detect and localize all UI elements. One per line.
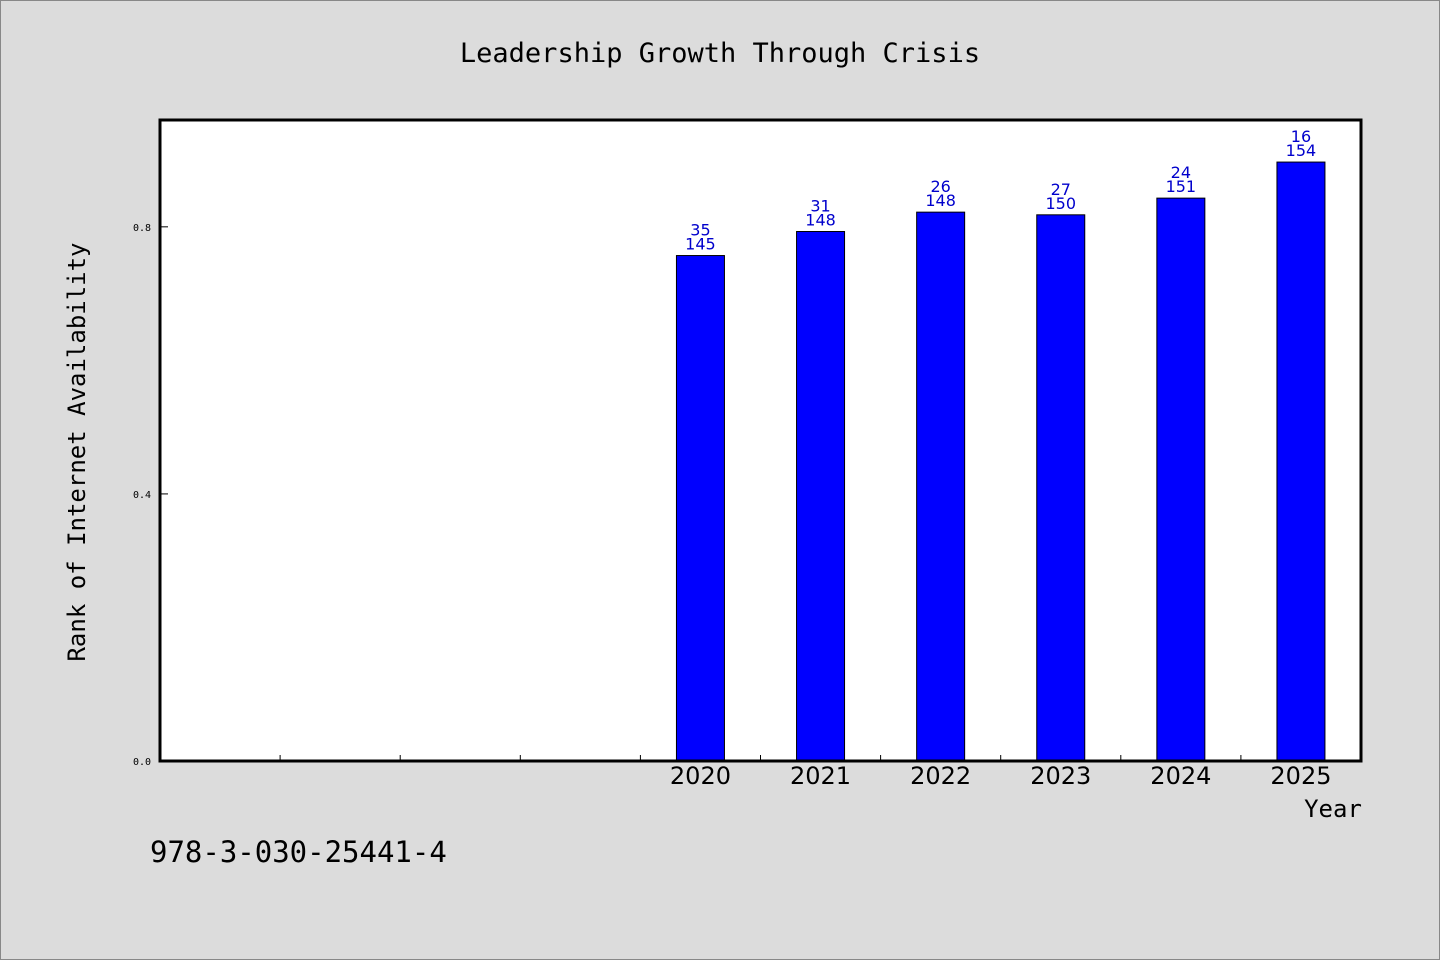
- isbn-footnote: 978-3-030-25441-4: [150, 835, 447, 869]
- y-tick-label: 0.0: [133, 757, 151, 768]
- x-tick-label-2023: 2023: [1030, 762, 1091, 790]
- data-label-bottom-2020: 145: [685, 235, 716, 254]
- data-label-top-2025: 16: [1291, 127, 1311, 146]
- y-axis-label: Rank of Internet Availability: [63, 242, 91, 661]
- bar-2024: [1156, 197, 1206, 762]
- x-tick-label-2022: 2022: [910, 762, 971, 790]
- x-tick-label-2020: 2020: [670, 762, 731, 790]
- data-label-top-2020: 35: [690, 221, 710, 240]
- bar-2020: [675, 255, 725, 762]
- x-tick-label-2021: 2021: [790, 762, 851, 790]
- data-label-top-2022: 26: [930, 177, 950, 196]
- data-label-top-2024: 24: [1171, 163, 1191, 182]
- plot-border: [158, 118, 1363, 763]
- bar-2023: [1036, 214, 1086, 762]
- data-label-bottom-2022: 148: [925, 191, 956, 210]
- x-tick-label-2024: 2024: [1150, 762, 1211, 790]
- data-label-bottom-2023: 150: [1045, 194, 1076, 213]
- data-label-bottom-2024: 151: [1166, 177, 1197, 196]
- x-tick-label-2025: 2025: [1270, 762, 1331, 790]
- x-axis: 2020 2021 2022 2023 2024 2025: [279, 755, 1331, 790]
- x-axis-label: Year: [1304, 795, 1362, 823]
- y-tick-label: 0.8: [133, 223, 151, 234]
- data-label-top-2021: 31: [810, 197, 830, 216]
- bar-2021: [796, 231, 846, 762]
- bar-2022: [916, 211, 966, 762]
- bar-2025: [1276, 161, 1326, 762]
- chart-title: Leadership Growth Through Crisis: [460, 38, 980, 69]
- y-tick-label: 0.4: [133, 490, 151, 501]
- data-label-bottom-2021: 148: [805, 211, 836, 230]
- data-label-bottom-2025: 154: [1286, 141, 1317, 160]
- data-label-top-2023: 27: [1051, 180, 1071, 199]
